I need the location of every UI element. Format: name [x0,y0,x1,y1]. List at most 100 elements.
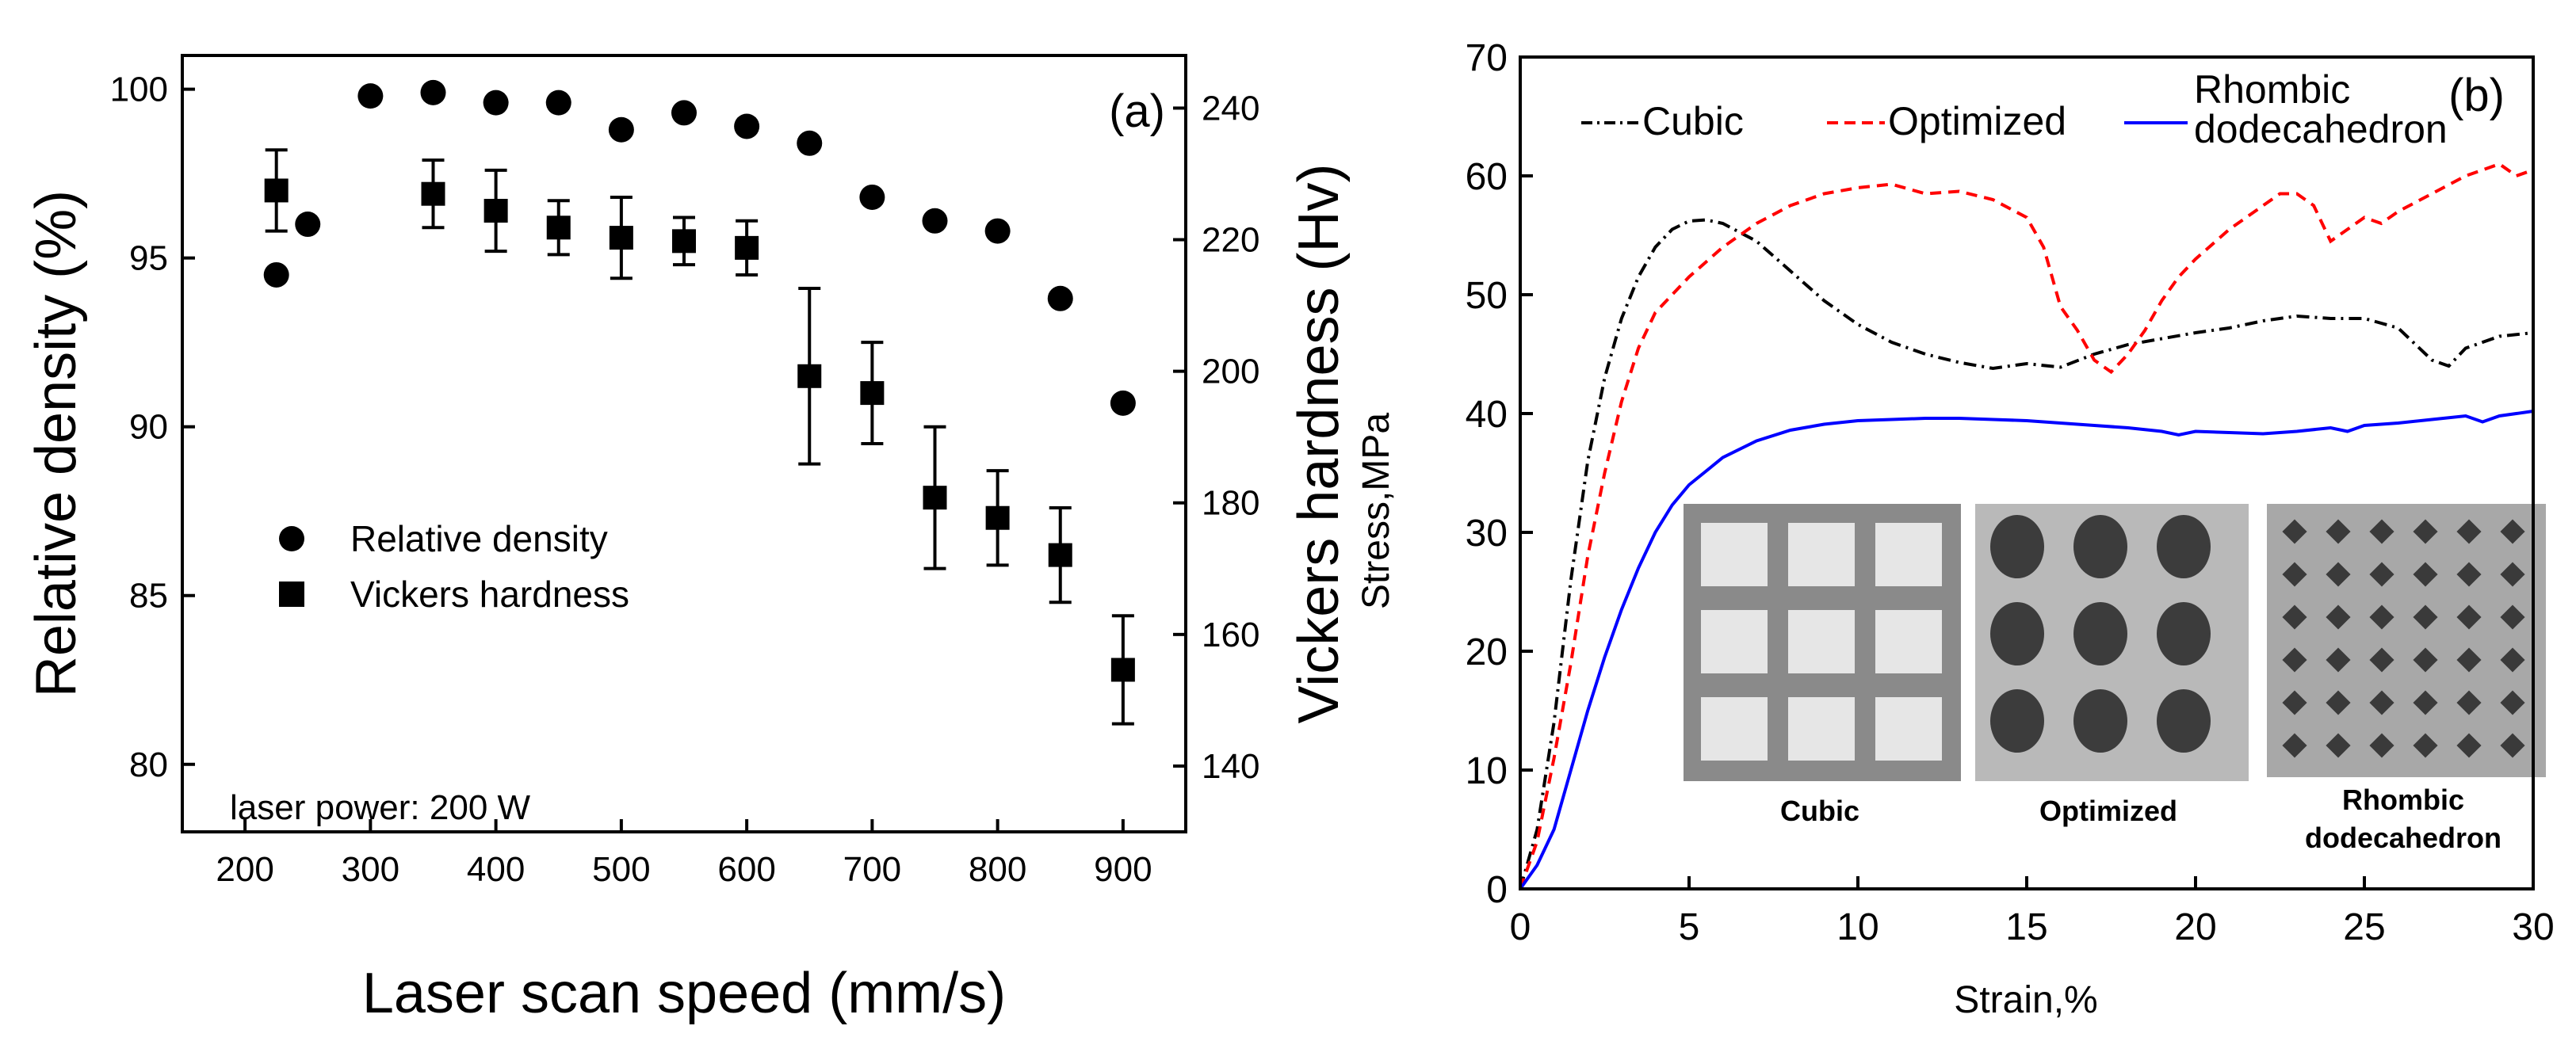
lattice-cell [2369,690,2394,715]
lattice-cell [2282,690,2307,715]
y-tick-label: 60 [1466,156,1508,198]
lattice-cell [2326,519,2351,544]
hardness-point [735,235,759,260]
legend-label-vickers-hardness: Vickers hardness [350,574,629,615]
density-point [859,184,885,210]
inset-label-optimized: Optimized [2039,795,2177,827]
curve-optimized [1519,162,2534,890]
y-tick-label: 50 [1466,275,1508,317]
lattice-cell [2326,733,2351,758]
density-point [608,116,634,143]
y2-tick-label: 140 [1202,747,1259,786]
density-point [295,212,321,238]
legend-label-optimized: Optimized [1888,99,2066,143]
lattice-cell [2413,690,2438,715]
x-tick-label: 0 [1510,906,1531,948]
hardness-point [1110,658,1135,682]
lattice-cell [2282,562,2307,587]
lattice-cell [2500,519,2525,544]
density-point [420,79,446,105]
lattice-cell [1701,610,1768,673]
panel-a-frame [181,54,1187,833]
lattice-cell [1990,689,2044,753]
x-tick-label: 15 [2005,906,2047,948]
x-tick-label: 500 [592,850,650,889]
x-tick-label: 30 [2512,906,2554,948]
x-tick-label: 600 [717,850,775,889]
density-point [671,100,697,126]
hardness-point [546,215,571,240]
lattice-cell [2369,604,2394,630]
lattice-cell [1788,610,1855,673]
y2-tick-label: 180 [1202,484,1259,523]
hardness-point [923,486,947,510]
hardness-point [797,364,822,388]
hardness-point [672,229,696,254]
optimized-lattice-photo [1975,504,2249,781]
x-tick-label: 400 [467,850,525,889]
legend-label-rhombic-line2: dodecahedron [2194,107,2448,151]
lattice-cell [2456,690,2482,715]
cubic-lattice-photo [1684,504,1961,781]
rhombic-photo-bg [2267,504,2546,777]
hardness-point [609,226,633,250]
legend-label-relative-density: Relative density [350,518,608,559]
lattice-cell [2500,562,2525,587]
legend-label-cubic: Cubic [1642,99,1744,143]
x-tick-label: 700 [843,850,901,889]
y-tick-label: 10 [1466,750,1508,792]
panel-b: Cubic Optimized Rhombic dodecahedron 0 5 1… [1466,37,2555,1021]
curve-cubic [1519,218,2534,890]
lattice-cell [2369,733,2394,758]
lattice-cell [2500,690,2525,715]
y-tick-label: 30 [1466,513,1508,555]
panel-a-x-ticks: 200 300 400 500 600 700 800 900 [216,819,1152,889]
density-point [797,130,823,156]
y-tick-label: 0 [1486,869,1508,911]
panel-a-y-label: Relative density (%) [25,190,88,697]
lattice-cell [2369,647,2394,673]
lattice-cell [2456,733,2482,758]
x-tick-label: 25 [2343,906,2385,948]
y-tick-label: 90 [129,408,168,447]
lattice-cell [2282,733,2307,758]
lattice-cell [2456,562,2482,587]
lattice-cell [1701,697,1768,761]
lattice-cell [2369,562,2394,587]
lattice-cell [2500,733,2525,758]
panel-a-legend: Relative density Vickers hardness [279,518,629,615]
lattice-cell [2073,602,2127,665]
density-point [263,261,289,288]
lattice-cell [2369,519,2394,544]
rhombic-lattice-photo [2267,504,2546,777]
lattice-cell [2413,519,2438,544]
lattice-cell [2413,604,2438,630]
density-point [922,208,948,234]
lattice-cell [2413,562,2438,587]
x-tick-label: 5 [1679,906,1700,948]
panel-b-label: (b) [2448,70,2505,121]
x-tick-label: 10 [1836,906,1878,948]
lattice-cell [2326,604,2351,630]
density-point [734,113,760,139]
panel-a-y2-ticks: 140 160 180 200 220 240 [1173,89,1259,786]
y-tick-label: 85 [129,577,168,616]
lattice-cell [2500,604,2525,630]
lattice-cell [2326,647,2351,673]
lattice-cell [2456,647,2482,673]
y2-tick-label: 160 [1202,616,1259,654]
density-point [984,218,1011,244]
panel-b-lines [1519,162,2534,890]
hardness-point [860,381,885,406]
y-tick-label: 80 [129,745,168,784]
lattice-cell [2413,733,2438,758]
lattice-cell [1701,523,1768,586]
lattice-cell [2073,515,2127,578]
panel-a: 200 300 400 500 600 700 800 900 80 85 90 95 100 140… [25,54,1397,1025]
inset-label-rhombic-line2: dodecahedron [2305,822,2501,854]
y-tick-label: 40 [1466,394,1508,436]
panel-a-x-label: Laser scan speed (mm/s) [362,962,1006,1025]
legend-square-marker [279,582,304,607]
panel-a-y2-label: Vickers hardness (Hv) [1287,164,1351,724]
